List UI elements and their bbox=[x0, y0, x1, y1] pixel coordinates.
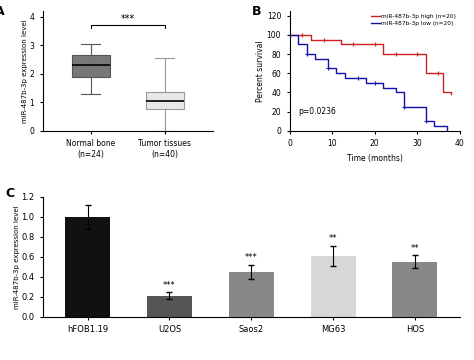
Text: A: A bbox=[0, 5, 5, 18]
X-axis label: Time (months): Time (months) bbox=[346, 154, 402, 163]
Y-axis label: Percent survival: Percent survival bbox=[256, 40, 265, 102]
PathPatch shape bbox=[146, 92, 184, 109]
Y-axis label: miR-487b-3p expression level: miR-487b-3p expression level bbox=[22, 19, 28, 123]
Bar bbox=[65, 217, 110, 317]
Bar bbox=[392, 262, 438, 317]
Text: p=0.0236: p=0.0236 bbox=[298, 107, 336, 116]
Legend: miR-487b-3p high (n=20), miR-487b-3p low (n=20): miR-487b-3p high (n=20), miR-487b-3p low… bbox=[370, 14, 457, 27]
Text: B: B bbox=[252, 5, 262, 18]
PathPatch shape bbox=[72, 55, 110, 77]
Text: C: C bbox=[5, 187, 14, 200]
Bar bbox=[229, 272, 273, 317]
Text: **: ** bbox=[410, 244, 419, 253]
Bar bbox=[147, 296, 192, 317]
Text: ***: *** bbox=[245, 253, 257, 262]
Text: ***: *** bbox=[121, 14, 135, 24]
Text: **: ** bbox=[329, 234, 337, 243]
Bar bbox=[310, 256, 356, 317]
Text: ***: *** bbox=[163, 281, 176, 290]
Y-axis label: miR-487b-3p expression level: miR-487b-3p expression level bbox=[14, 205, 20, 309]
